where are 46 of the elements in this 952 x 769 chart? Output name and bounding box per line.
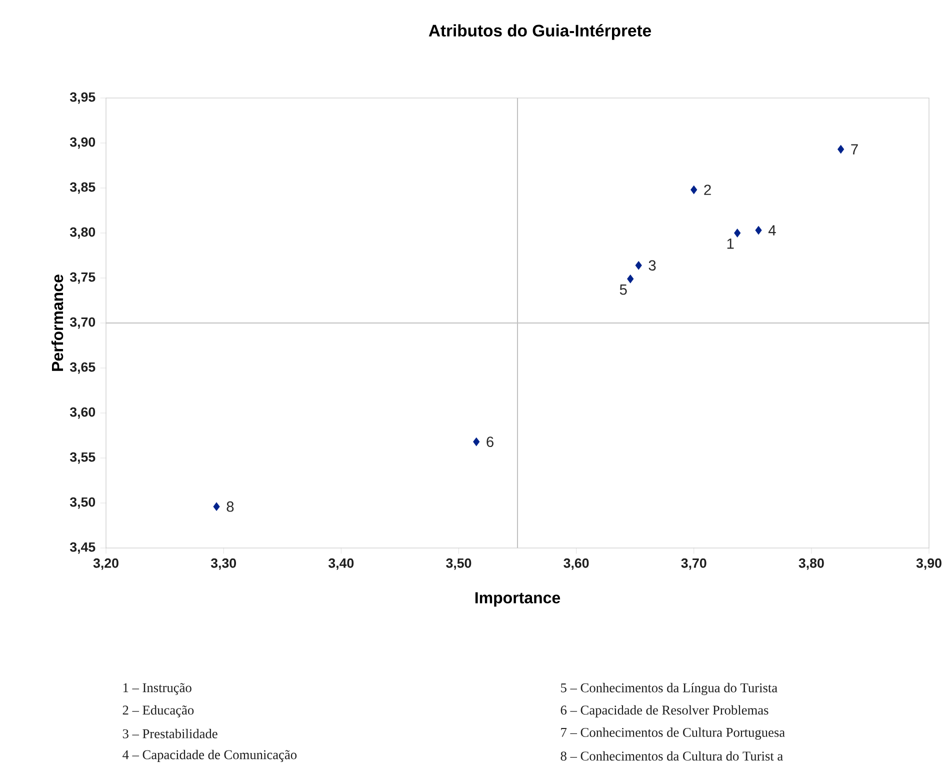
- point: [627, 274, 634, 284]
- y-tick-label: 3,50: [70, 497, 96, 509]
- x-axis-title: Importance: [475, 592, 560, 607]
- x-tick-label: 3,70: [681, 558, 706, 570]
- text: 3 – Prestabilidade: [122, 728, 218, 738]
- y-tick-label: 3,90: [70, 137, 96, 149]
- annotation: 7: [851, 144, 858, 154]
- y-tick-label: 3,85: [70, 182, 96, 194]
- text: 7 – Conhecimentos de Cultura Portuguesa: [561, 728, 785, 740]
- text: 4 – Capacidade de Comunicação: [122, 750, 297, 762]
- annotation: 4: [768, 225, 776, 236]
- annotation: 2: [704, 184, 711, 195]
- y-tick-label: 3,95: [70, 92, 96, 104]
- y-tick-label: 3,45: [70, 542, 96, 554]
- annotation: 5: [620, 284, 627, 295]
- x-tick-label: 3,60: [564, 558, 589, 570]
- annotation: 1: [727, 238, 734, 249]
- text: 1 – Instrução: [123, 683, 192, 695]
- y-tick-label: 3,70: [70, 317, 96, 329]
- x-tick-label: 3,30: [210, 558, 236, 570]
- y-tick-label: 3,80: [70, 227, 96, 239]
- y-tick-label: 3,60: [70, 407, 96, 419]
- chart-title: Atributos do Guia-Intérprete: [428, 24, 652, 40]
- point: [838, 145, 844, 154]
- point: [473, 438, 480, 446]
- point: [755, 226, 762, 235]
- annotation: 6: [486, 436, 494, 447]
- point: [213, 502, 220, 511]
- x-tick-label: 3,50: [446, 558, 472, 570]
- y-tick-label: 3,65: [70, 362, 96, 374]
- text: 8 – Conhecimentos da Cultura do Turist a: [560, 751, 783, 761]
- annotation: 8: [226, 501, 234, 512]
- point: [690, 186, 698, 194]
- annotation: 3: [648, 260, 656, 271]
- x-tick-label: 3,20: [93, 558, 118, 570]
- text: 2 – Educação: [122, 705, 194, 718]
- x-tick-label: 3,90: [916, 558, 942, 570]
- text: 6 – Capacidade de Resolver Problemas: [560, 705, 768, 718]
- point: [635, 261, 642, 270]
- text: 5 – Conhecimentos da Língua do Turista: [561, 682, 778, 696]
- point: [734, 228, 741, 238]
- y-tick-label: 3,55: [70, 452, 96, 464]
- x-tick-label: 3,40: [328, 558, 354, 570]
- y-tick-label: 3,75: [70, 272, 96, 284]
- y-axis-title: Performance: [51, 274, 64, 371]
- x-tick-label: 3,80: [798, 558, 824, 570]
